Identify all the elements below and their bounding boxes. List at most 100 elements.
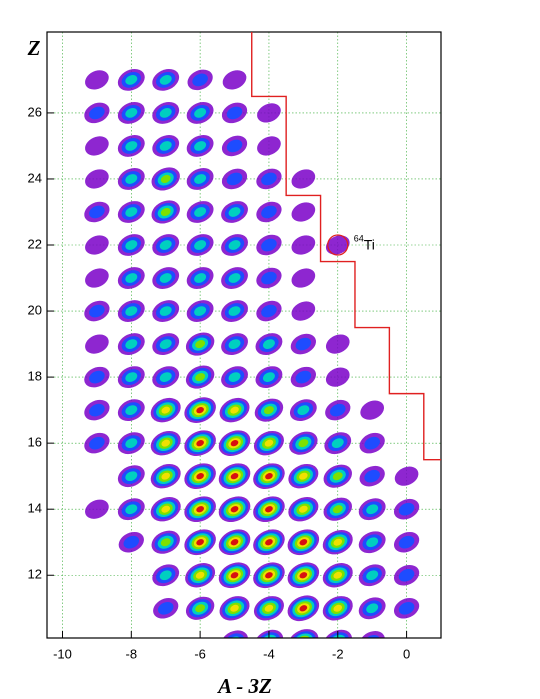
isotope-blob: [152, 300, 180, 322]
isotope-blob: [325, 334, 350, 354]
isotope-blob: [325, 235, 350, 255]
blob-level: [161, 406, 171, 414]
blob-level: [160, 538, 171, 547]
isotope-blob: [152, 234, 180, 256]
blob-level: [125, 339, 138, 349]
isotope-blob: [85, 136, 109, 156]
blob-level: [261, 172, 277, 186]
isotope-blob: [186, 101, 214, 124]
isotope-blob: [85, 235, 109, 255]
isotope-blob: [323, 497, 352, 521]
isotope-blob: [117, 135, 145, 157]
isotope-blob: [117, 201, 145, 223]
y-tick-label: 22: [28, 236, 42, 251]
blob-level: [194, 273, 207, 283]
blob-level: [123, 535, 140, 549]
blob-level: [159, 339, 172, 349]
blob-level: [366, 570, 379, 581]
blob-level: [257, 136, 281, 156]
y-tick-label: 16: [28, 435, 42, 450]
blob-level: [261, 304, 277, 318]
blob-level: [157, 601, 174, 615]
x-tick-label: -2: [332, 646, 344, 661]
x-tick-label: 0: [403, 646, 410, 661]
blob-level: [125, 405, 138, 415]
isotope-blob: [253, 496, 285, 523]
isotope-blob: [291, 169, 316, 189]
blob-level: [331, 438, 344, 449]
blob-level: [261, 238, 277, 252]
isotope-blob: [84, 300, 110, 322]
isotope-blob: [358, 498, 386, 521]
blob-level: [159, 108, 172, 118]
isotope-blob: [256, 300, 282, 322]
isotope-blob: [117, 498, 145, 521]
isotope-blob: [221, 168, 248, 190]
blob-level: [160, 207, 171, 217]
isotope-blob: [117, 267, 145, 289]
blob-level: [299, 572, 308, 579]
isotope-blob: [256, 267, 282, 289]
isotope-blob: [85, 70, 109, 90]
isotope-blob: [117, 300, 145, 322]
isotope-blob: [151, 200, 180, 224]
isotope-blob: [289, 431, 318, 455]
isotope-blob: [289, 399, 317, 422]
blob-level: [228, 240, 241, 250]
annotation-label: Ti: [364, 237, 375, 253]
isotope-blob: [323, 464, 352, 488]
blob-level: [159, 570, 172, 581]
isotope-blob: [186, 267, 214, 289]
blob-level: [228, 273, 241, 283]
blob-level: [291, 301, 316, 321]
blob-level: [333, 571, 343, 579]
isotope-blob: [186, 168, 214, 190]
isotope-blob: [394, 466, 419, 486]
isotope-blob: [152, 135, 180, 157]
isotope-blob: [117, 366, 145, 389]
blob-level: [89, 205, 105, 219]
isotope-blob: [290, 366, 316, 388]
isotope-blob: [291, 268, 316, 288]
isotope-blob: [185, 365, 215, 389]
isotope-blob: [322, 530, 353, 555]
blob-level: [125, 273, 138, 283]
isotope-blob: [253, 529, 285, 556]
blob-level: [194, 240, 207, 250]
blob-level: [228, 372, 241, 382]
x-tick-label: -10: [53, 646, 72, 661]
isotope-blob: [255, 366, 283, 389]
isotope-blob: [152, 68, 180, 91]
isotope-blob: [184, 430, 216, 456]
x-tick-label: -6: [194, 646, 206, 661]
isotope-blob: [219, 397, 250, 423]
blob-level: [195, 340, 206, 349]
isotope-blob: [85, 499, 109, 519]
isotope-blob: [218, 463, 251, 490]
blob-level: [288, 629, 319, 638]
isotope-blob: [185, 332, 215, 356]
blob-level: [394, 466, 419, 486]
isotope-blob: [393, 498, 420, 520]
isotope-blob: [325, 399, 351, 421]
isotope-blob: [85, 334, 109, 354]
annotation-marker: [327, 234, 349, 256]
blob-level: [230, 539, 239, 546]
blob-level: [264, 439, 274, 447]
blob-level: [366, 504, 379, 515]
blob-level: [125, 372, 138, 382]
isotope-blob: [255, 333, 283, 355]
isotope-blob: [322, 563, 353, 588]
isotope-blob: [254, 629, 284, 638]
blob-level: [89, 370, 105, 384]
blob-level: [295, 337, 312, 351]
isotope-blob: [184, 529, 216, 556]
isotope-blob: [150, 430, 181, 456]
blob-level: [262, 339, 275, 349]
blob-level: [265, 506, 273, 513]
blob-level: [230, 473, 239, 480]
blob-level: [228, 339, 241, 349]
blob-level: [195, 373, 206, 382]
isotope-blob: [152, 267, 180, 289]
isotope-blob: [152, 101, 180, 124]
